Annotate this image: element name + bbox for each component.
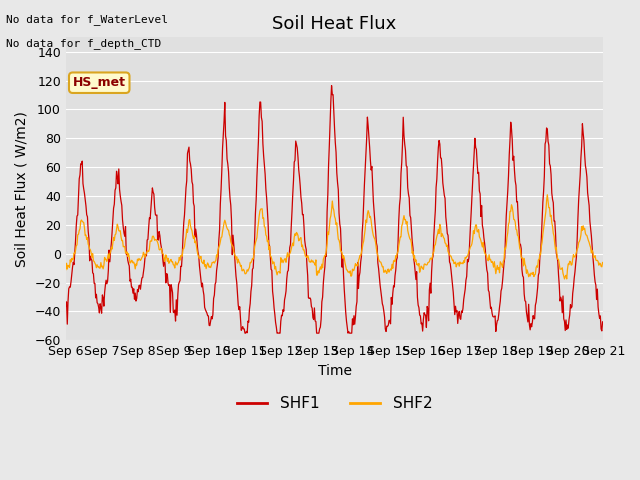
Legend: SHF1, SHF2: SHF1, SHF2 [231, 390, 438, 418]
SHF1 [210, 296, 218, 301]
Line: SHF1: SHF1 [66, 85, 603, 333]
SHF2 [62, 267, 70, 273]
SHF2 [181, 237, 189, 243]
Y-axis label: Soil Heat Flux ( W/m2): Soil Heat Flux ( W/m2) [15, 111, 29, 267]
SHF1 [328, 83, 335, 88]
Title: Soil Heat Flux: Soil Heat Flux [273, 15, 397, 33]
Text: HS_met: HS_met [73, 76, 125, 89]
SHF2 [210, 259, 218, 264]
SHF2 [399, 216, 407, 222]
Text: No data for f_depth_CTD: No data for f_depth_CTD [6, 38, 162, 49]
SHF2 [599, 260, 607, 265]
SHF1 [127, 276, 134, 282]
SHF2 [543, 192, 551, 198]
SHF1 [62, 303, 70, 309]
SHF2 [72, 248, 79, 253]
X-axis label: Time: Time [317, 364, 351, 378]
SHF2 [561, 276, 568, 282]
SHF1 [241, 330, 249, 336]
Line: SHF2: SHF2 [66, 195, 603, 279]
SHF2 [127, 260, 134, 265]
SHF1 [181, 199, 189, 205]
SHF1 [417, 313, 424, 319]
SHF1 [72, 239, 79, 244]
SHF1 [401, 141, 408, 147]
SHF2 [415, 261, 423, 266]
SHF1 [599, 319, 607, 325]
Text: No data for f_WaterLevel: No data for f_WaterLevel [6, 14, 168, 25]
